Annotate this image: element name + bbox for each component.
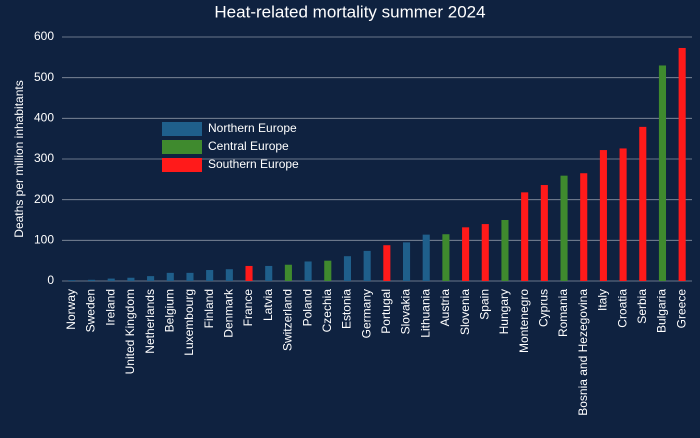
x-tick-label: Slovenia bbox=[458, 289, 472, 335]
x-tick-label: Italy bbox=[596, 289, 610, 311]
bar bbox=[402, 242, 411, 281]
x-tick-label: Germany bbox=[359, 289, 373, 338]
x-tick-label: Montenegro bbox=[517, 289, 531, 353]
bar bbox=[225, 269, 233, 281]
bar bbox=[127, 277, 135, 281]
bar bbox=[462, 227, 470, 281]
x-tick-label: Bosnia and Hezegovina bbox=[576, 289, 590, 416]
bar bbox=[206, 270, 214, 281]
x-tick-label: Ireland bbox=[103, 289, 117, 326]
legend-label: Southern Europe bbox=[208, 157, 299, 171]
bar bbox=[501, 220, 509, 281]
bar bbox=[147, 276, 155, 281]
x-tick-label: Luxembourg bbox=[182, 289, 196, 356]
y-tick-label: 600 bbox=[34, 29, 54, 43]
bar bbox=[245, 265, 253, 281]
bar bbox=[639, 126, 647, 281]
legend-swatch bbox=[162, 158, 202, 172]
x-tick-label: Croatia bbox=[615, 289, 629, 328]
x-tick-label: Sweden bbox=[84, 289, 98, 332]
x-tick-label: Portugal bbox=[379, 289, 393, 334]
x-tick-label: Estonia bbox=[340, 289, 354, 329]
x-tick-label: Hungary bbox=[497, 289, 511, 334]
x-tick-label: United Kingdom bbox=[123, 289, 137, 374]
x-tick-label: Austria bbox=[438, 289, 452, 327]
bar bbox=[619, 148, 627, 281]
x-tick-label: Norway bbox=[64, 289, 78, 330]
y-tick-label: 200 bbox=[34, 192, 54, 206]
bar bbox=[284, 264, 292, 281]
legend-swatch bbox=[162, 140, 202, 154]
bar bbox=[166, 272, 174, 281]
bar bbox=[304, 261, 312, 281]
bar bbox=[442, 234, 450, 281]
chart-title: Heat-related mortality summer 2024 bbox=[214, 2, 485, 21]
bar bbox=[107, 278, 115, 281]
x-tick-label: Poland bbox=[300, 289, 314, 326]
y-tick-label: 400 bbox=[34, 111, 54, 125]
x-tick-label: Serbia bbox=[635, 289, 649, 324]
x-tick-label: Cyprus bbox=[537, 289, 551, 327]
bar bbox=[422, 234, 430, 281]
y-tick-label: 0 bbox=[47, 273, 54, 287]
bar bbox=[521, 192, 529, 281]
legend-swatch bbox=[162, 122, 202, 136]
y-tick-label: 500 bbox=[34, 70, 54, 84]
bar bbox=[560, 175, 568, 281]
bar bbox=[68, 280, 76, 281]
x-tick-label: Greece bbox=[674, 289, 688, 329]
x-tick-label: Lithuania bbox=[418, 289, 432, 338]
x-tick-label: Romania bbox=[556, 289, 570, 337]
y-tick-label: 300 bbox=[34, 151, 54, 165]
y-axis-label: Deaths per million inhabitants bbox=[12, 80, 26, 237]
x-tick-label: Latvia bbox=[261, 289, 275, 321]
bar bbox=[363, 250, 371, 281]
bar bbox=[540, 185, 548, 281]
bar bbox=[383, 245, 391, 281]
x-tick-label: France bbox=[241, 289, 255, 327]
bar bbox=[658, 65, 667, 281]
bar bbox=[678, 47, 686, 282]
bar bbox=[265, 265, 273, 281]
x-tick-label: Spain bbox=[477, 289, 491, 320]
bar bbox=[599, 150, 607, 281]
y-tick-label: 100 bbox=[34, 233, 54, 247]
x-tick-label: Netherlands bbox=[143, 289, 157, 354]
x-tick-label: Finland bbox=[202, 289, 216, 328]
bar bbox=[481, 224, 489, 281]
bar bbox=[343, 256, 352, 281]
bar bbox=[186, 272, 194, 281]
legend-label: Northern Europe bbox=[208, 121, 297, 135]
x-tick-label: Slovakia bbox=[399, 289, 413, 335]
bar bbox=[324, 260, 332, 281]
bar bbox=[580, 173, 588, 281]
x-tick-label: Denmark bbox=[222, 288, 236, 338]
x-tick-label: Bulgaria bbox=[655, 289, 669, 333]
x-tick-label: Switzerland bbox=[281, 289, 295, 351]
x-tick-label: Czechia bbox=[320, 289, 334, 333]
bar bbox=[87, 279, 96, 281]
legend-label: Central Europe bbox=[208, 139, 289, 153]
x-tick-label: Belgium bbox=[162, 289, 176, 332]
